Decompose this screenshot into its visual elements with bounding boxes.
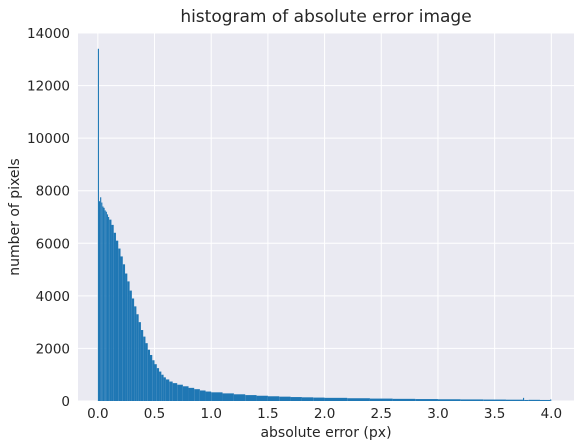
histogram-bar	[129, 290, 132, 401]
histogram-bar	[194, 389, 200, 401]
histogram-bar	[245, 395, 257, 401]
histogram-bar	[109, 219, 112, 401]
histogram-bar	[108, 217, 110, 401]
histogram-bar	[152, 360, 155, 401]
histogram-bar	[182, 386, 189, 401]
histogram-bar	[233, 394, 246, 401]
y-tick-label: 12000	[27, 79, 70, 95]
y-axis-label: number of pixels	[7, 158, 23, 275]
histogram-bar	[154, 364, 157, 401]
y-tick-labels: 0 2000 4000 6000 8000 10000 12000 14000	[27, 26, 70, 410]
histogram-bar	[539, 399, 551, 401]
x-tick-label: 0.5	[144, 406, 165, 422]
histogram-bar	[120, 256, 123, 401]
x-tick-label: 3.0	[427, 406, 448, 422]
histogram-bar	[205, 391, 212, 401]
histogram-bar	[101, 202, 103, 401]
histogram-bar	[138, 322, 141, 401]
plot-background	[78, 33, 574, 401]
y-tick-label: 4000	[36, 289, 70, 305]
histogram-bar	[102, 206, 104, 401]
histogram-bar	[301, 397, 314, 401]
histogram-bar	[134, 306, 137, 401]
x-axis-label: absolute error (px)	[260, 425, 391, 441]
histogram-bar	[524, 399, 529, 401]
histogram-bar	[163, 377, 166, 401]
histogram-bar	[105, 211, 107, 401]
histogram-bar	[437, 399, 461, 401]
x-tick-label: 4.0	[541, 406, 562, 422]
histogram-bar	[290, 397, 302, 401]
histogram-bar	[347, 398, 370, 401]
histogram-bar	[177, 384, 183, 401]
histogram-bar	[165, 379, 170, 401]
y-tick-label: 10000	[27, 131, 70, 147]
histogram-bar	[313, 397, 325, 401]
histogram-bar	[122, 264, 126, 401]
grid-lines	[78, 32, 574, 402]
histogram-bar	[324, 397, 348, 401]
histogram-bar	[369, 398, 393, 401]
histogram-bar	[103, 207, 105, 401]
histogram-bar	[161, 374, 164, 401]
histogram-bar	[149, 355, 153, 401]
histogram-bar	[172, 383, 178, 401]
histogram-bar	[222, 393, 234, 401]
histogram-bars	[97, 48, 552, 402]
histogram-bar	[140, 330, 144, 401]
y-tick-label: 0	[61, 394, 70, 410]
histogram-bar	[113, 232, 116, 401]
histogram-bar	[118, 248, 121, 401]
histogram-bar	[115, 240, 119, 401]
histogram-bar	[131, 298, 135, 401]
chart-title: histogram of absolute error image	[180, 7, 471, 27]
histogram-bar	[188, 387, 195, 401]
x-tick-label: 0.0	[87, 406, 108, 422]
histogram-bar	[136, 314, 139, 401]
histogram-bar	[256, 395, 268, 401]
x-tick-label: 1.5	[257, 406, 278, 422]
y-tick-label: 8000	[36, 184, 70, 200]
histogram-bar	[145, 343, 148, 401]
histogram-bar	[505, 399, 523, 401]
histogram-bar	[143, 336, 146, 401]
histogram-bar	[159, 371, 162, 401]
x-tick-label: 3.5	[484, 406, 505, 422]
histogram-bar	[111, 224, 114, 401]
y-tick-label: 14000	[27, 26, 70, 42]
histogram-bar	[279, 396, 291, 401]
histogram-bar	[147, 349, 150, 401]
histogram-bar	[106, 214, 109, 401]
x-tick-label: 1.0	[200, 406, 221, 422]
histogram-bar	[104, 210, 106, 401]
histogram-bar	[97, 48, 99, 402]
x-tick-label: 2.0	[314, 406, 335, 422]
histogram-bar	[550, 399, 552, 401]
histogram-bar	[127, 281, 130, 401]
x-tick-label: 2.5	[371, 406, 392, 422]
histogram-bar	[392, 398, 416, 401]
histogram-bar	[415, 399, 438, 401]
histogram-bar	[100, 197, 102, 401]
histogram-bar	[98, 201, 101, 401]
histogram-bar	[528, 399, 540, 401]
histogram-bar	[156, 368, 160, 401]
y-tick-label: 6000	[36, 236, 70, 252]
histogram-bar	[522, 397, 525, 401]
histogram-bar	[483, 399, 506, 401]
histogram-bar	[199, 390, 206, 401]
histogram-bar	[169, 381, 173, 401]
histogram-bar	[125, 273, 128, 401]
histogram-bar	[460, 399, 484, 401]
y-tick-label: 2000	[36, 341, 70, 357]
histogram-bar	[267, 396, 280, 401]
x-tick-labels: 0.0 0.5 1.0 1.5 2.0 2.5 3.0 3.5 4.0	[87, 406, 562, 422]
histogram-bar	[211, 392, 223, 401]
